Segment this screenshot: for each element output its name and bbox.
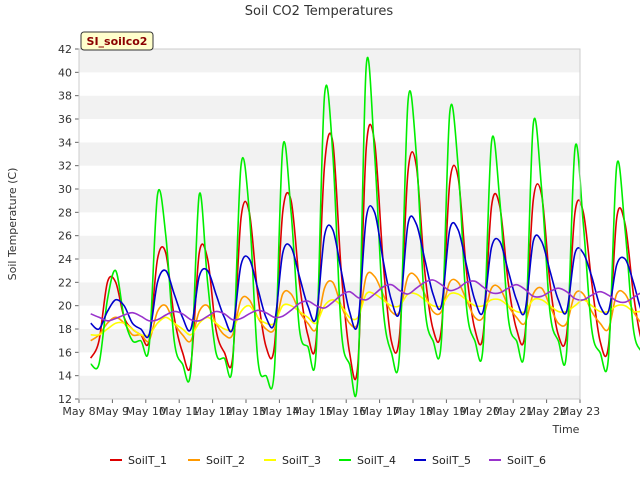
y-tick-label: 26	[58, 230, 72, 243]
y-tick-label: 14	[58, 370, 72, 383]
y-axis-ticks: 12 14 16 18 20 22 24 26 28 30 32 34 36 38 40 42	[58, 43, 79, 406]
legend-label: SoilT_4	[357, 454, 396, 467]
grid-band	[79, 212, 580, 236]
data-series-lines	[89, 56, 640, 398]
x-tick-label: May 17	[359, 405, 399, 418]
chart-title: Soil CO2 Temperatures	[245, 4, 394, 19]
station-badge-label: SI_soilco2	[87, 35, 148, 48]
x-tick-label: May 10	[126, 405, 166, 418]
y-tick-label: 42	[58, 43, 72, 56]
y-tick-label: 12	[58, 393, 72, 406]
y-tick-label: 38	[58, 90, 72, 103]
x-tick-label: May 18	[393, 405, 433, 418]
x-tick-label: May 11	[159, 405, 199, 418]
x-tick-label: May 16	[326, 405, 366, 418]
x-tick-label: May 22	[526, 405, 566, 418]
y-tick-label: 40	[58, 66, 72, 79]
grid-band	[79, 375, 580, 399]
x-tick-label: May 12	[192, 405, 232, 418]
plot-background-bands	[79, 49, 580, 399]
grid-band	[79, 352, 580, 376]
chart-legend: SoilT_1 SoilT_2 SoilT_3 SoilT_4 SoilT_5 SoilT…	[110, 454, 546, 467]
legend-label: SoilT_3	[282, 454, 321, 467]
legend-label: SoilT_6	[507, 454, 546, 467]
series-line-soilt-6	[90, 279, 640, 322]
x-tick-label: May 20	[460, 405, 500, 418]
grid-band	[79, 305, 580, 329]
legend-item-soilt-6: SoilT_6	[489, 454, 546, 467]
station-badge-box	[80, 31, 154, 51]
grid-band	[79, 189, 580, 213]
x-tick-label: May 8	[62, 405, 95, 418]
y-tick-label: 24	[58, 253, 72, 266]
legend-item-soilt-1: SoilT_1	[110, 454, 167, 467]
station-badge: SI_soilco2	[80, 31, 154, 51]
y-tick-label: 20	[58, 300, 72, 313]
legend-item-soilt-3: SoilT_3	[264, 454, 321, 467]
legend-label: SoilT_5	[432, 454, 471, 467]
y-tick-label: 36	[58, 113, 72, 126]
legend-item-soilt-2: SoilT_2	[188, 454, 245, 467]
y-axis-label: Soil Temperature (C)	[6, 168, 19, 281]
y-tick-label: 32	[58, 160, 72, 173]
y-tick-label: 16	[58, 346, 72, 359]
grid-band	[79, 72, 580, 96]
x-tick-label: May 21	[493, 405, 533, 418]
grid-band	[79, 49, 580, 73]
x-axis-label: Time	[552, 423, 580, 436]
x-tick-label: May 15	[293, 405, 333, 418]
grid-band	[79, 282, 580, 306]
grid-band	[79, 142, 580, 166]
grid-band	[79, 329, 580, 353]
plot-area-border	[78, 48, 581, 400]
legend-label: SoilT_2	[206, 454, 245, 467]
grid-band	[79, 259, 580, 283]
x-tick-label: May 19	[426, 405, 466, 418]
series-line-soilt-3	[90, 291, 640, 337]
legend-item-soilt-4: SoilT_4	[339, 454, 396, 467]
y-tick-label: 30	[58, 183, 72, 196]
y-tick-label: 22	[58, 276, 72, 289]
series-line-soilt-4	[90, 56, 640, 398]
grid-band	[79, 165, 580, 189]
x-tick-label: May 14	[259, 405, 299, 418]
series-line-soilt-2	[90, 271, 640, 343]
x-tick-label: May 23	[560, 405, 600, 418]
y-tick-label: 18	[58, 323, 72, 336]
y-tick-label: 34	[58, 136, 72, 149]
grid-band	[79, 119, 580, 143]
legend-label: SoilT_1	[128, 454, 167, 467]
series-line-soilt-5	[90, 204, 640, 339]
legend-item-soilt-5: SoilT_5	[414, 454, 471, 467]
x-tick-label: May 13	[226, 405, 266, 418]
x-tick-label: May 9	[96, 405, 129, 418]
y-tick-label: 28	[58, 206, 72, 219]
